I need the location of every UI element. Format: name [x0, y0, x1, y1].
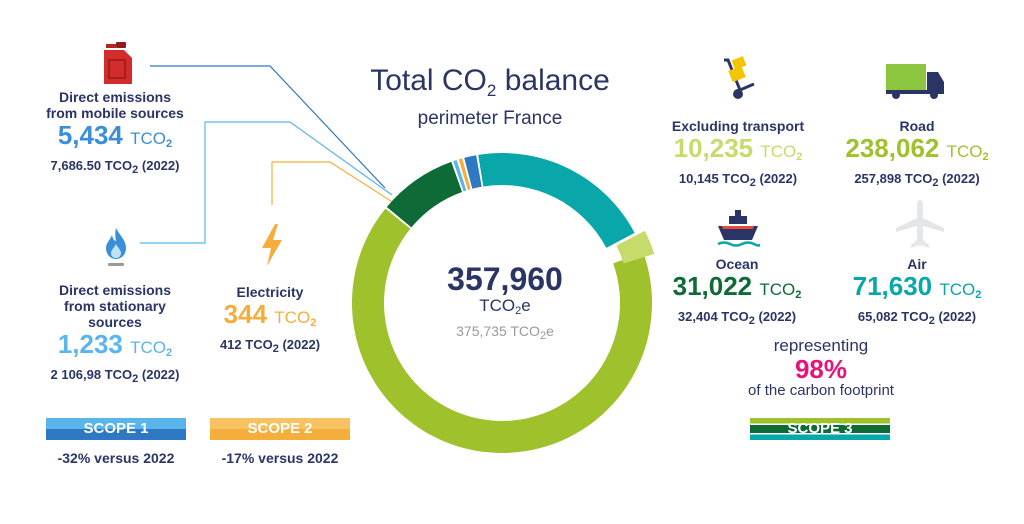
connector-lines: [140, 65, 395, 244]
stationary-value: 1,233 TCO2: [57, 329, 173, 359]
excluding-label: Excluding transport: [671, 118, 805, 134]
ship-icon: [716, 208, 762, 255]
mobile-label-line2: from mobile sources: [46, 105, 184, 121]
stationary-sources-block: Direct emissions from stationary sources…: [30, 282, 200, 385]
donut-slice-excluding-transport: [616, 230, 655, 264]
electricity-label: Electricity: [236, 284, 304, 300]
total-value: 357,960: [447, 261, 563, 297]
donut-slice-direct-emissions-from-mobile-sources: [464, 155, 482, 189]
air-value: 71,630 TCO2: [852, 271, 982, 301]
mobile-label-line1: Direct emissions: [58, 89, 172, 105]
connector-electricity: [271, 161, 395, 205]
stationary-label-line1: Direct emissions: [58, 282, 172, 298]
excluding-previous: 10,145 TCO2 (2022): [678, 171, 798, 189]
fuel-can-icon: [100, 40, 134, 91]
donut-slices: [351, 153, 655, 454]
representing-label: representing: [773, 336, 869, 355]
footprint-label: of the carbon footprint: [748, 382, 894, 399]
electricity-value: 344 TCO2: [223, 299, 317, 329]
electricity-previous: 412 TCO2 (2022): [219, 337, 321, 355]
road-previous: 257,898 TCO2 (2022): [854, 171, 980, 189]
road-value: 238,062 TCO2: [845, 133, 989, 163]
ocean-block: Ocean 31,022 TCO2 32,404 TCO2 (2022): [652, 256, 822, 327]
mobile-previous: 7,686.50 TCO2 (2022): [50, 158, 180, 176]
stationary-previous: 2 106,98 TCO2 (2022): [50, 367, 180, 385]
previous-total: 375,735 TCO2e: [456, 323, 554, 342]
ocean-value: 31,022 TCO2: [672, 271, 802, 301]
donut-center: 357,960 TCO2e 375,735 TCO2e: [430, 262, 580, 346]
donut-slice-ocean: [386, 161, 463, 228]
total-unit: TCO2e: [479, 296, 531, 317]
footprint-percent: 98%: [794, 354, 848, 384]
excluding-value: 10,235 TCO2: [673, 133, 803, 163]
air-label: Air: [907, 256, 927, 272]
connector-stationary: [140, 121, 393, 244]
stationary-label-line2: from stationary: [64, 298, 166, 314]
excluding-transport-block: Excluding transport 10,235 TCO2 10,145 T…: [650, 118, 826, 189]
representing-block: representing 98% of the carbon footprint: [716, 336, 926, 400]
truck-icon: [886, 62, 946, 105]
scope2-change: -17% versus 2022: [221, 450, 339, 466]
lightning-bolt-icon: [258, 222, 286, 273]
mobile-value: 5,434 TCO2: [57, 120, 173, 150]
airplane-icon: [894, 198, 946, 255]
donut-slice-direct-emissions-from-stationary-sources: [453, 160, 467, 192]
hand-truck-boxes-icon: [718, 56, 758, 107]
chart-subtitle: perimeter France: [417, 108, 563, 129]
donut-slice-road: [351, 208, 652, 454]
chart-title: Total CO2 balance perimeter France: [340, 64, 640, 130]
road-block: Road 238,062 TCO2 257,898 TCO2 (2022): [832, 118, 1002, 189]
scope2-banner: SCOPE 2: [210, 418, 350, 440]
donut-slice-air: [478, 153, 635, 248]
scope3-banner: SCOPE 3: [750, 418, 890, 440]
road-label: Road: [899, 118, 935, 134]
electricity-block: Electricity 344 TCO2 412 TCO2 (2022): [200, 284, 340, 355]
stationary-label-line3: sources: [88, 314, 142, 330]
air-previous: 65,082 TCO2 (2022): [857, 309, 977, 327]
connector-mobile: [150, 65, 386, 189]
ocean-label: Ocean: [715, 256, 759, 272]
scope1-banner: SCOPE 1: [46, 418, 186, 440]
air-block: Air 71,630 TCO2 65,082 TCO2 (2022): [832, 256, 1002, 327]
gas-flame-icon: [104, 226, 128, 273]
mobile-sources-block: Direct emissions from mobile sources 5,4…: [30, 89, 200, 176]
scope1-change: -32% versus 2022: [57, 450, 175, 466]
ocean-previous: 32,404 TCO2 (2022): [677, 309, 797, 327]
donut-slice-electricity: [458, 158, 471, 191]
